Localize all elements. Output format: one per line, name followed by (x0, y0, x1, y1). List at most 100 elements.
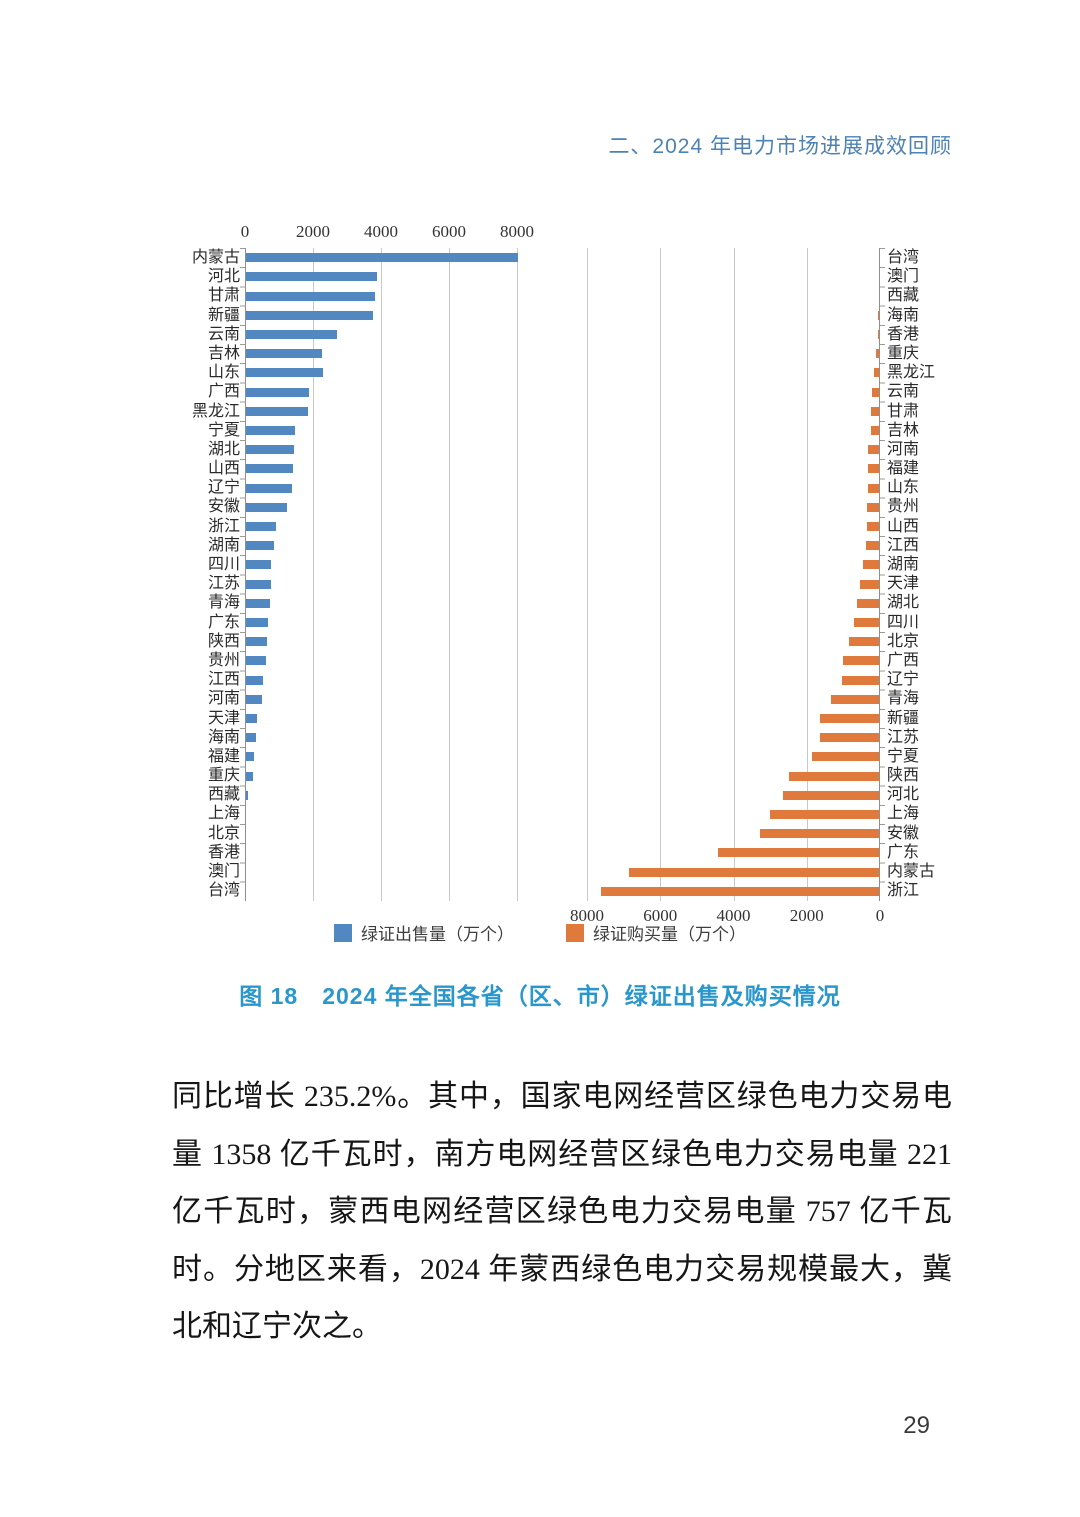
buy-bar (843, 656, 879, 666)
buy-category-label: 广东 (887, 843, 920, 861)
buy-category-label: 江西 (887, 536, 920, 554)
buy-category-label: 香港 (887, 325, 920, 343)
axis-tick-label: 8000 (570, 905, 604, 925)
axis-tick-label: 0 (875, 905, 885, 925)
buy-bar (788, 771, 879, 781)
buy-bar (854, 617, 879, 627)
buy-bar (867, 502, 879, 512)
axis-tick-label: 4000 (716, 905, 751, 925)
sell-category-label: 甘肃 (207, 287, 240, 305)
buy-bar (628, 867, 879, 877)
sell-bar (246, 464, 294, 474)
sell-category-label: 福建 (207, 747, 240, 765)
sell-bar (246, 349, 322, 359)
figure-caption: 图 18 2024 年全国各省（区、市）绿证出售及购买情况 (239, 983, 841, 1009)
buy-bar (876, 349, 879, 359)
axis-tick-label: 4000 (364, 222, 398, 241)
paragraph-line: 时。分地区来看，2024 年蒙西绿色电力交易规模最大，冀 (172, 1252, 952, 1286)
buy-bar (842, 675, 879, 685)
legend-item-sell: 绿证出售量（万个） (334, 920, 514, 945)
axis-tick-label: 6000 (432, 222, 466, 241)
buy-bar (718, 848, 879, 858)
buy-bar (769, 809, 879, 819)
buy-category-label: 河北 (887, 786, 920, 804)
sell-category-label: 青海 (207, 594, 240, 612)
buy-category-label: 福建 (887, 460, 920, 478)
buy-bar (819, 733, 879, 743)
buy-bar (872, 387, 879, 397)
sell-category-label: 重庆 (207, 767, 240, 785)
buy-category-label: 江苏 (887, 728, 920, 746)
sell-category-label: 天津 (207, 709, 240, 727)
buy-category-label: 天津 (887, 575, 920, 593)
sell-category-label: 香港 (207, 843, 240, 861)
buy-bar (812, 752, 879, 762)
sell-category-label: 西藏 (207, 786, 240, 804)
sell-category-label: 山西 (207, 460, 240, 478)
body-paragraph: 同比增长 235.2%。其中，国家电网经营区绿色电力交易电量 1358 亿千瓦时… (172, 1068, 952, 1356)
chart-figure: 内蒙古 河北 甘肃 新疆 云南 吉林 山东 广西 黑龙江 宁夏 湖北 山西 辽宁 安徽 浙江 湖南 四川 江苏 青海… (185, 222, 940, 928)
buy-category-label: 辽宁 (887, 671, 920, 689)
sell-bar (246, 752, 254, 762)
sell-category-label: 上海 (207, 805, 240, 823)
sell-bar (246, 541, 274, 551)
buy-bar (868, 464, 879, 474)
buy-category-label: 海南 (887, 306, 920, 324)
sell-bar (246, 329, 338, 339)
section-header: 二、2024 年电力市场进展成效回顾 (608, 135, 952, 158)
sell-chart-x-axis: 0 2000 4000 6000 8000 (241, 222, 534, 248)
buy-category-label: 青海 (887, 690, 920, 708)
sell-bar (246, 368, 323, 378)
sell-bar (246, 733, 256, 743)
sell-bar (246, 272, 378, 282)
sell-color-swatch (334, 923, 352, 942)
buy-bar (783, 790, 879, 800)
axis-tick-label: 0 (240, 222, 250, 241)
sell-bar (246, 406, 308, 416)
buy-bar (848, 637, 879, 647)
sell-bar (246, 637, 267, 647)
gridline (587, 248, 588, 901)
sell-category-label: 山东 (207, 364, 240, 382)
sell-category-label: 宁夏 (207, 421, 240, 439)
sell-category-label: 四川 (207, 556, 240, 573)
buy-bar (857, 598, 879, 608)
gridline (313, 248, 314, 901)
buy-bar (859, 579, 879, 589)
sell-category-label: 吉林 (207, 344, 240, 362)
sell-bar (246, 560, 271, 570)
buy-chart-x-axis: 0 2000 4000 6000 8000 (570, 901, 884, 925)
buy-chart-plot (580, 248, 885, 901)
buy-chart: 0 2000 4000 6000 8000 (570, 222, 885, 928)
buy-category-label: 内蒙古 (887, 863, 936, 880)
buy-bar (868, 445, 879, 455)
sell-bar (246, 502, 288, 512)
buy-category-label: 陕西 (887, 767, 920, 785)
buy-category-label: 西藏 (887, 287, 920, 305)
sell-category-label: 澳门 (207, 863, 240, 880)
buy-category-label: 浙江 (887, 882, 920, 900)
sell-category-label: 贵州 (207, 651, 240, 669)
sell-bar (246, 771, 253, 781)
axis-tick-label: 8000 (500, 222, 534, 241)
sell-bar (246, 310, 373, 320)
buy-bar (866, 521, 879, 531)
gridline (660, 248, 662, 901)
buy-category-label: 澳门 (887, 268, 920, 286)
buy-category-label: 山西 (887, 517, 920, 535)
sell-chart: 0 2000 4000 6000 8000 (240, 222, 534, 928)
sell-bar (246, 291, 376, 301)
paragraph-line: 亿千瓦时，蒙西电网经营区绿色电力交易电量 757 亿千瓦 (172, 1195, 952, 1228)
sell-bar (246, 483, 292, 493)
gridline (806, 248, 808, 901)
buy-bar (873, 368, 879, 378)
legend-label-sell: 绿证出售量（万个） (361, 925, 514, 944)
sell-category-label: 内蒙古 (191, 249, 240, 266)
buy-category-label: 河南 (887, 440, 920, 458)
buy-bar (601, 886, 879, 896)
buy-bar (870, 425, 879, 435)
sell-category-label: 台湾 (207, 882, 240, 900)
buy-bar (820, 713, 879, 723)
buy-category-label: 新疆 (887, 709, 920, 727)
